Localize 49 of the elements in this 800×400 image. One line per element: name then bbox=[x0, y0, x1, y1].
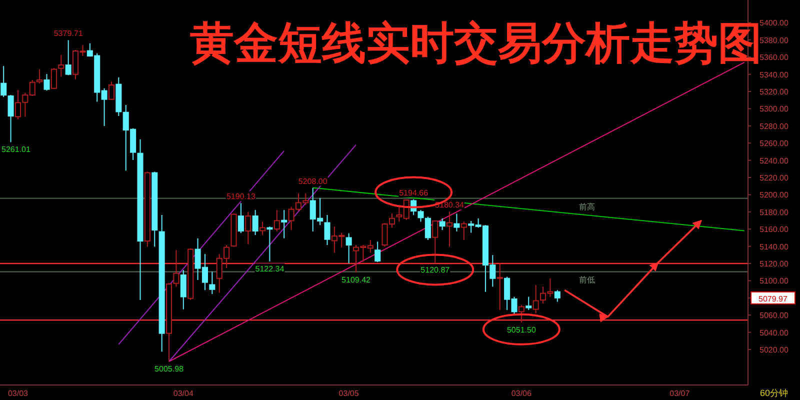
y-tick-label: 5300.00 bbox=[760, 104, 790, 114]
text: 5051.50 bbox=[506, 325, 536, 334]
y-tick-label: 5140.00 bbox=[760, 242, 790, 252]
x-tick-label: 03/07 bbox=[670, 389, 690, 398]
text: 5109.42 bbox=[342, 276, 370, 285]
x-tick-label: 03/03 bbox=[8, 389, 29, 398]
y-tick-label: 5120.00 bbox=[760, 259, 790, 268]
text: 5079.97 bbox=[758, 294, 788, 304]
ref-line-label: 前高 bbox=[578, 202, 595, 212]
y-tick-label: 5400.00 bbox=[760, 18, 790, 28]
text: 5194.66 bbox=[399, 188, 428, 198]
y-tick-label: 5220.00 bbox=[760, 173, 790, 182]
y-tick-label: 5240.00 bbox=[760, 156, 790, 166]
y-tick-label: 5160.00 bbox=[760, 225, 790, 234]
candlestick bbox=[281, 210, 288, 239]
text: 5208.00 bbox=[298, 176, 328, 186]
text: 5379.71 bbox=[54, 29, 83, 38]
text: 5120.87 bbox=[420, 266, 450, 275]
y-tick-label: 5200.00 bbox=[760, 190, 790, 200]
y-tick-label: 5320.00 bbox=[760, 88, 790, 96]
ref-line-label: 前低 bbox=[578, 276, 595, 285]
y-tick-label: 5340.00 bbox=[760, 70, 790, 80]
candlestick bbox=[116, 76, 122, 117]
text: 5190.13 bbox=[226, 192, 256, 202]
candlestick bbox=[496, 262, 503, 311]
x-tick-label: 03/06 bbox=[511, 389, 532, 398]
candlestick bbox=[180, 270, 186, 310]
candlestick bbox=[260, 221, 266, 236]
text: 5122.34 bbox=[255, 264, 284, 274]
candlestick bbox=[245, 211, 252, 245]
text: 60分钟 bbox=[760, 388, 788, 398]
y-tick-label: 5060.00 bbox=[760, 311, 790, 320]
candlestick bbox=[446, 211, 453, 248]
candlestick bbox=[137, 138, 144, 301]
candlestick bbox=[158, 214, 165, 352]
y-tick-label: 5180.00 bbox=[760, 208, 790, 217]
text: 5005.98 bbox=[154, 364, 184, 374]
y-tick-label: 5100.00 bbox=[760, 276, 790, 286]
y-tick-label: 5040.00 bbox=[760, 328, 790, 338]
y-tick-label: 5360.00 bbox=[760, 53, 790, 62]
text: 5261.01 bbox=[2, 145, 30, 154]
candlestick bbox=[152, 171, 158, 248]
x-tick-label: 03/05 bbox=[338, 389, 360, 398]
y-tick-label: 5380.00 bbox=[760, 36, 790, 45]
candlestick bbox=[460, 221, 467, 241]
y-tick-label: 5260.00 bbox=[760, 139, 790, 148]
x-tick-label: 03/04 bbox=[173, 389, 194, 398]
y-tick-label: 5280.00 bbox=[760, 122, 790, 131]
y-tick-label: 5020.00 bbox=[760, 345, 790, 354]
